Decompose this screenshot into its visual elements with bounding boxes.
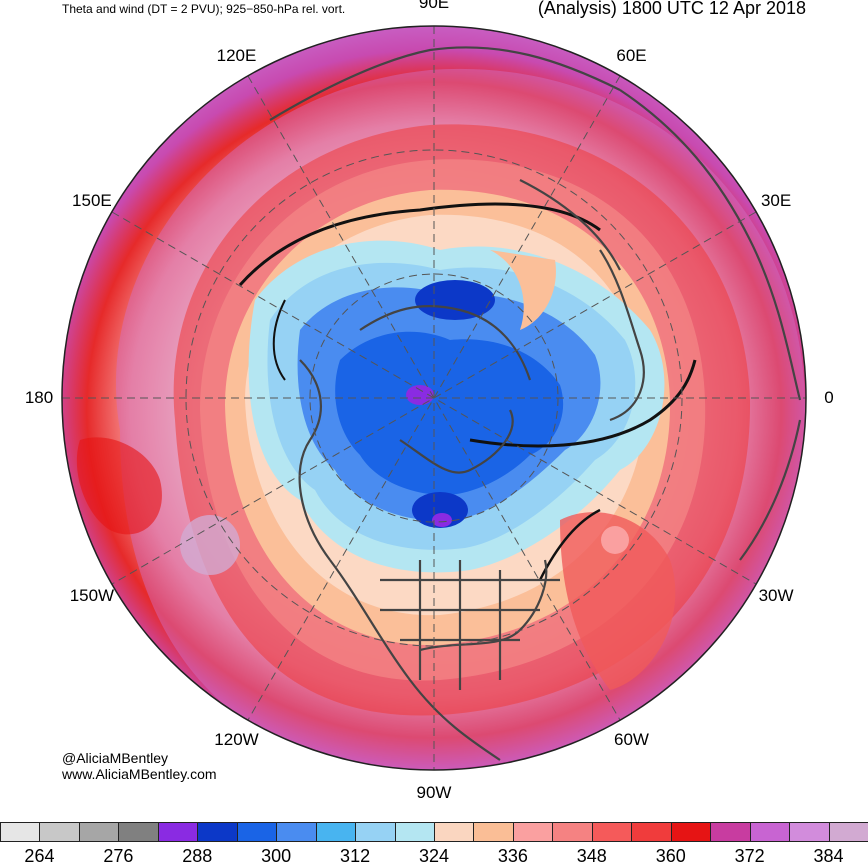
colorbar-swatch [552, 822, 593, 842]
theta-field [62, 26, 806, 770]
colorbar-tick-label: 288 [182, 846, 213, 866]
colorbar-tick-label: 360 [655, 846, 686, 866]
colorbar-swatch [473, 822, 514, 842]
colorbar-tick-label: 372 [734, 846, 765, 866]
colorbar-swatch [315, 822, 357, 842]
colorbar-tick-label: 336 [497, 846, 528, 866]
longitude-label: 180 [24, 388, 54, 407]
longitude-label: 0 [824, 388, 834, 407]
colorbar-tick-label: 312 [340, 846, 371, 866]
longitude-label: 150W [69, 585, 115, 605]
theta-colorbar: 264 276 288 300 312 324 336 348 360 372 384 [0, 822, 868, 866]
map-title-right: (Analysis) 1800 UTC 12 Apr 2018 [537, 0, 806, 18]
colorbar-swatch [631, 822, 672, 842]
colorbar-swatch [670, 822, 712, 842]
colorbar-swatch [789, 822, 830, 842]
colorbar-swatch [78, 822, 120, 842]
credit-handle: @AliciaMBentley [62, 750, 169, 766]
colorbar-swatch [512, 822, 554, 842]
colorbar-tick-label: 324 [418, 846, 450, 866]
colorbar-tick-label: 348 [576, 846, 607, 866]
longitude-label: 60E [616, 45, 647, 65]
colorbar-swatch [749, 822, 791, 842]
credit-website: www.AliciaMBentley.com [62, 766, 217, 782]
colorbar-swatch [118, 822, 159, 842]
colorbar-swatch [355, 822, 396, 842]
colorbar-tick-label: 264 [24, 846, 55, 866]
longitude-label: 30W [758, 585, 794, 605]
colorbar-swatch [828, 822, 868, 842]
map-title-left: Theta and wind (DT = 2 PVU); 925−850-hPa… [62, 2, 346, 16]
colorbar-tick-label: 276 [103, 846, 134, 866]
longitude-label: 60W [614, 730, 649, 750]
colorbar-tick-label: 384 [813, 846, 844, 866]
colorbar-swatch [434, 822, 475, 842]
longitude-label: 90W [416, 783, 452, 802]
longitude-label: 120W [214, 730, 259, 750]
colorbar-swatch [39, 822, 80, 842]
longitude-label: 90E [418, 0, 450, 12]
longitude-label: 150E [72, 190, 112, 210]
colorbar-swatch [236, 822, 278, 842]
polar-map [61, 25, 807, 771]
colorbar-swatch [276, 822, 317, 842]
colorbar-swatch [157, 822, 199, 842]
colorbar-swatch [591, 822, 633, 842]
colorbar-tick-label: 300 [261, 846, 292, 866]
colorbar-swatch [197, 822, 238, 842]
longitude-label: 120E [216, 45, 257, 65]
colorbar-swatch [0, 822, 41, 842]
colorbar-swatch [394, 822, 435, 842]
map-boundary [61, 25, 807, 771]
colorbar-swatch [710, 822, 751, 842]
longitude-label: 30E [760, 190, 792, 210]
